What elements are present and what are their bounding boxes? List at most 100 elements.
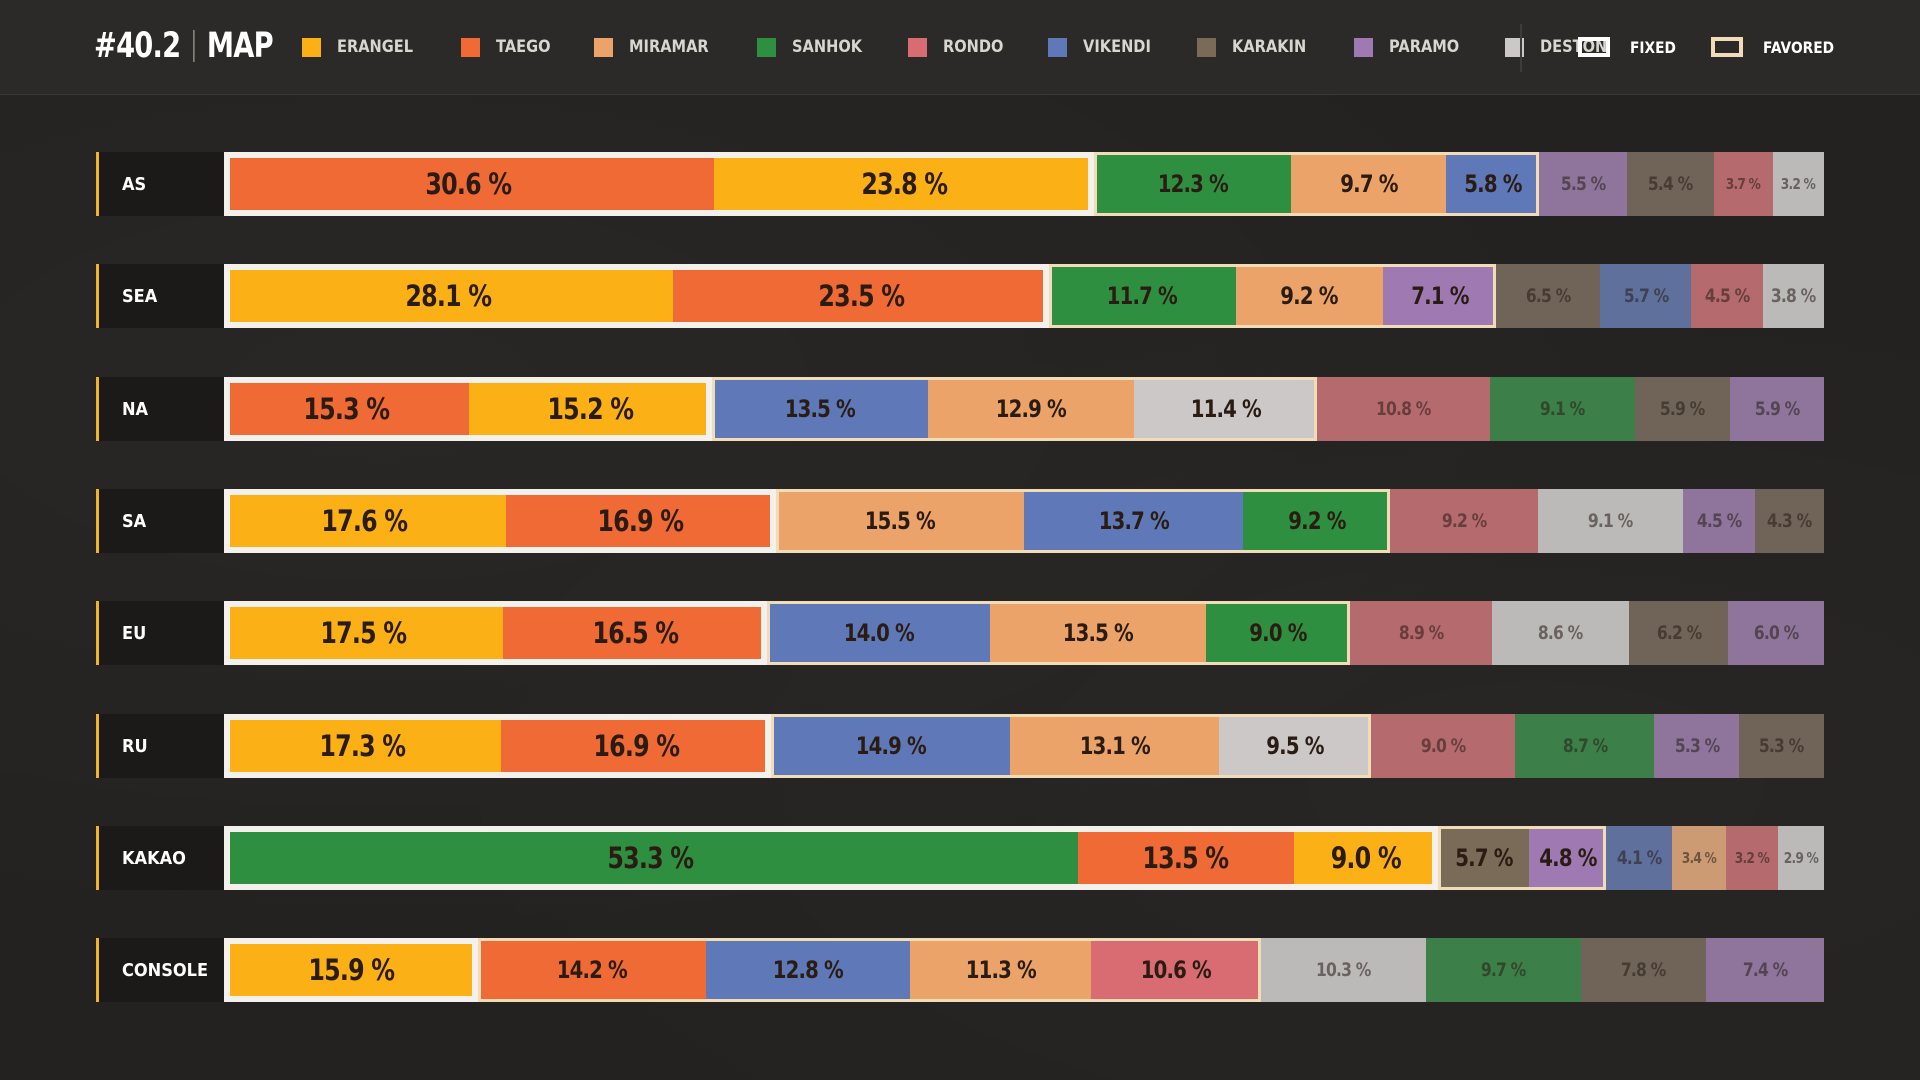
- fixed-key-label: FIXED: [1630, 37, 1676, 57]
- data-label: 9.2 %: [1441, 510, 1487, 532]
- bar-segment-paramo: 7.1 %: [1382, 264, 1497, 328]
- legend-swatch: [593, 37, 613, 57]
- bar-segment-taego: 16.5 %: [503, 601, 767, 665]
- data-label: 7.1 %: [1410, 282, 1469, 310]
- data-label: 3.8 %: [1771, 285, 1816, 307]
- region-label-text: AS: [122, 173, 147, 195]
- bar-segment-erangel: 17.6 %: [224, 489, 506, 553]
- bar-segment-deston: 9.5 %: [1219, 714, 1372, 778]
- bar-as: 30.6 % 23.8 % 12.3 % 9.7 % 5.8 % 5.5 % 5.4 % 3.…: [224, 152, 1824, 216]
- bar-segment-sanhok: 12.3 %: [1094, 152, 1292, 216]
- bar-segment-sanhok: 8.7 %: [1515, 714, 1655, 778]
- bar-segment-erangel: 15.2 %: [468, 377, 712, 441]
- data-label: 11.4 %: [1190, 395, 1261, 423]
- background: [0, 94, 1920, 1080]
- legend-item-rondo: RONDO: [908, 37, 1013, 57]
- bar-segment-paramo: 7.4 %: [1705, 938, 1824, 1002]
- legend-swatch: [756, 37, 776, 57]
- bar-segment-deston: 10.3 %: [1260, 938, 1426, 1002]
- data-label: 10.6 %: [1140, 956, 1212, 984]
- data-label: 5.3 %: [1674, 735, 1720, 757]
- region-label-text: EU: [122, 622, 147, 644]
- legend-label: TAEGO: [495, 37, 551, 57]
- legend-swatch: [1197, 37, 1217, 57]
- bar-sea: 28.1 % 23.5 % 11.7 % 9.2 % 7.1 % 6.5 % 5.7 % 4.…: [224, 264, 1824, 328]
- region-label-sa: SA: [96, 489, 224, 553]
- data-label: 6.5 %: [1525, 285, 1571, 307]
- region-label-ru: RU: [96, 714, 224, 778]
- data-label: 10.3 %: [1315, 959, 1371, 981]
- data-label: 23.5 %: [818, 279, 905, 313]
- legend-label: PARAMO: [1388, 37, 1459, 57]
- region-label-text: CONSOLE: [122, 959, 209, 981]
- bar-segment-karakin: 5.3 %: [1739, 714, 1824, 778]
- favored-key-label: FAVORED: [1763, 37, 1835, 57]
- data-label: 13.5 %: [1063, 619, 1134, 647]
- data-label: 7.4 %: [1742, 959, 1788, 981]
- bar-segment-deston: 9.1 %: [1537, 489, 1684, 553]
- data-label: 5.7 %: [1454, 844, 1513, 872]
- region-label-kakao: KAKAO: [96, 826, 224, 890]
- legend-swatch: [460, 37, 480, 57]
- legend-item-karakin: KARAKIN: [1197, 37, 1318, 57]
- data-label: 10.8 %: [1375, 398, 1431, 420]
- bar-segment-deston: 8.6 %: [1491, 601, 1630, 665]
- legend-item-taego: TAEGO: [460, 37, 559, 57]
- data-label: 16.9 %: [597, 504, 685, 538]
- data-label: 5.9 %: [1660, 398, 1705, 420]
- bar-segment-paramo: 4.5 %: [1683, 489, 1756, 553]
- legend-item-erangel: ERANGEL: [302, 37, 426, 57]
- bar-segment-vikendi: 14.9 %: [771, 714, 1010, 778]
- bar-segment-sanhok: 9.1 %: [1489, 377, 1636, 441]
- bar-segment-karakin: 6.5 %: [1496, 264, 1601, 328]
- legend-item-deston: DESTON: [1505, 37, 1618, 57]
- bar-segment-deston: 3.2 %: [1772, 152, 1824, 216]
- bar-segment-miramar: 11.3 %: [910, 938, 1092, 1002]
- bar-segment-sanhok: 9.7 %: [1425, 938, 1581, 1002]
- favored-key: FAVORED: [1711, 33, 1846, 61]
- data-label: 15.2 %: [547, 392, 634, 426]
- bar-segment-taego: 30.6 %: [224, 152, 714, 216]
- data-label: 8.9 %: [1398, 622, 1444, 644]
- bar-segment-deston: 3.8 %: [1763, 264, 1824, 328]
- data-label: 12.9 %: [996, 395, 1067, 423]
- data-label: 11.3 %: [965, 956, 1037, 984]
- data-label: 15.5 %: [864, 507, 936, 535]
- bar-segment-vikendi: 13.5 %: [712, 377, 928, 441]
- data-label: 6.2 %: [1656, 622, 1701, 644]
- data-label: 14.9 %: [855, 732, 926, 760]
- legend-swatch: [1505, 37, 1525, 57]
- bar-segment-miramar: 15.5 %: [776, 489, 1024, 553]
- data-label: 9.0 %: [1330, 841, 1402, 875]
- data-label: 4.5 %: [1705, 285, 1750, 307]
- data-label: 11.7 %: [1107, 282, 1178, 310]
- region-label-sea: SEA: [96, 264, 224, 328]
- report-tag: #40.2: [94, 26, 181, 66]
- data-label: 9.0 %: [1249, 619, 1307, 647]
- bar-sa: 17.6 % 16.9 % 15.5 % 13.7 % 9.2 % 9.2 % 9.1 % 4…: [224, 489, 1824, 553]
- data-label: 15.3 %: [303, 392, 390, 426]
- data-label: 3.7 %: [1726, 175, 1761, 193]
- data-label: 3.4 %: [1681, 849, 1717, 867]
- data-label: 5.9 %: [1754, 398, 1800, 420]
- data-label: 9.7 %: [1480, 959, 1526, 981]
- bar-ru: 17.3 % 16.9 % 14.9 % 13.1 % 9.5 % 9.0 % 8.7 % 5…: [224, 714, 1824, 778]
- data-label: 3.2 %: [1781, 175, 1816, 193]
- bar-segment-rondo: 3.7 %: [1713, 152, 1773, 216]
- data-label: 13.1 %: [1079, 732, 1150, 760]
- legend-label: RONDO: [943, 37, 1004, 57]
- data-label: 7.8 %: [1620, 959, 1666, 981]
- data-label: 15.9 %: [308, 953, 395, 987]
- legend-item-paramo: PARAMO: [1353, 37, 1471, 57]
- bar-segment-erangel: 23.8 %: [713, 152, 1095, 216]
- data-label: 9.5 %: [1266, 732, 1325, 760]
- data-label: 14.0 %: [843, 619, 915, 647]
- bar-console: 15.9 % 14.2 % 12.8 % 11.3 % 10.6 % 10.3 % 9.7 …: [224, 938, 1824, 1002]
- region-label-text: KAKAO: [122, 847, 186, 869]
- data-label: 17.5 %: [320, 616, 408, 650]
- bar-segment-rondo: 8.9 %: [1349, 601, 1492, 665]
- bar-segment-erangel: 28.1 %: [224, 264, 674, 328]
- legend-swatch: [302, 37, 321, 57]
- fixed-key: FIXED: [1578, 33, 1683, 61]
- bar-segment-paramo: 5.5 %: [1539, 152, 1628, 216]
